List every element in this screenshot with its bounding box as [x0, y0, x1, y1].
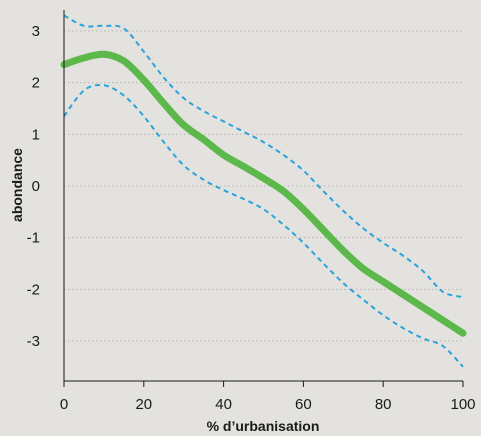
x-axis-title: % d’urbanisation [207, 418, 320, 434]
confidence-bounds [63, 14, 464, 368]
x-tick-label: 40 [215, 396, 232, 413]
tick-labels: 3 2 1 0 -1 -2 -3 0 20 40 60 80 100 [27, 23, 476, 413]
y-tick-label: 3 [32, 23, 40, 40]
x-tick-label: 60 [295, 396, 312, 413]
x-tick-label: 20 [135, 396, 152, 413]
mean-curve [60, 50, 467, 337]
lower-bound-curve [63, 83, 464, 368]
x-tick-label: 0 [60, 396, 68, 413]
upper-bound-curve [63, 14, 464, 299]
y-tick-label: 2 [32, 75, 40, 92]
y-tick-label: -1 [27, 230, 40, 247]
y-axis-title: abondance [9, 148, 25, 222]
mean-curve-group [60, 50, 467, 337]
x-tick-label: 100 [450, 396, 475, 413]
axes [63, 10, 464, 387]
x-tick-label: 80 [375, 396, 392, 413]
y-tick-label: 1 [32, 126, 40, 143]
y-tick-label: -2 [27, 281, 40, 298]
y-tick-label: 0 [32, 178, 40, 195]
y-tick-label: -3 [27, 333, 40, 350]
